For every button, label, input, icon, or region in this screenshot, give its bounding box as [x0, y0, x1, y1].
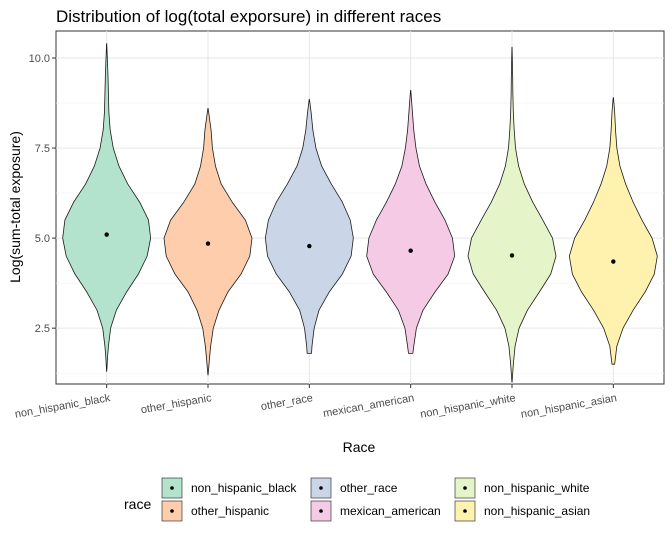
x-tick-label: non_hispanic_black	[14, 392, 112, 421]
violin-non_hispanic_white	[467, 46, 557, 383]
y-tick-label: 10.0	[29, 53, 50, 65]
plot-panel	[55, 30, 665, 385]
chart-title: Distribution of log(total exporsure) in …	[56, 7, 441, 26]
legend-key-dot	[319, 509, 323, 513]
violin-non_hispanic_asian	[568, 97, 658, 365]
legend: race non_hispanic_black other_hispanic oth…	[124, 477, 590, 522]
violins	[62, 43, 658, 383]
y-axis-title: Log(sum-total exposure)	[7, 131, 23, 283]
legend-key-dot	[319, 486, 323, 490]
median-point-mexican_american	[408, 248, 413, 253]
x-tick-label: other_race	[260, 392, 314, 413]
legend-key-dot	[463, 486, 467, 490]
violin-non_hispanic_black	[62, 43, 152, 372]
median-point-non_hispanic_white	[509, 253, 515, 258]
legend-label-non_hispanic_asian: non_hispanic_asian	[484, 504, 590, 518]
legend-label-non_hispanic_white: non_hispanic_white	[484, 481, 590, 495]
legend-key-dot	[170, 509, 174, 513]
legend-title: race	[124, 496, 151, 512]
violin-other_race	[264, 99, 354, 354]
median-point-other_race	[307, 243, 312, 249]
legend-key-dot	[170, 486, 174, 490]
x-tick-label: non_hispanic_asian	[520, 392, 618, 421]
x-tick-label: mexican_american	[322, 392, 415, 420]
median-point-non_hispanic_black	[104, 232, 109, 237]
y-tick-label: 5.0	[35, 233, 50, 245]
violin-mexican_american	[366, 90, 456, 354]
x-tick-label: other_hispanic	[140, 392, 213, 416]
median-point-other_hispanic	[205, 241, 211, 246]
legend-label-other_hispanic: other_hispanic	[191, 504, 269, 518]
y-axis-ticks: 2.5 5.0 7.5 10.0	[29, 53, 56, 335]
x-axis-title: Race	[343, 439, 376, 455]
legend-label-mexican_american: mexican_american	[340, 504, 441, 518]
x-tick-label: non_hispanic_white	[419, 392, 516, 421]
y-tick-label: 2.5	[35, 323, 50, 335]
y-tick-label: 7.5	[35, 143, 50, 155]
legend-key-dot	[463, 509, 467, 513]
x-axis-ticks: non_hispanic_black other_hispanic other_ra…	[14, 384, 618, 421]
legend-label-other_race: other_race	[340, 481, 398, 495]
legend-label-non_hispanic_black: non_hispanic_black	[191, 481, 297, 495]
median-point-non_hispanic_asian	[611, 259, 616, 264]
